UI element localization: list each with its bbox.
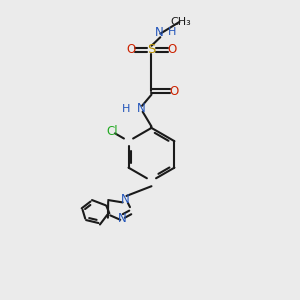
Text: N: N bbox=[118, 212, 127, 225]
Text: Cl: Cl bbox=[106, 125, 118, 138]
Text: H: H bbox=[122, 104, 130, 114]
Text: N: N bbox=[154, 26, 163, 39]
Text: O: O bbox=[169, 85, 178, 98]
Text: O: O bbox=[126, 44, 136, 56]
Text: O: O bbox=[167, 44, 177, 56]
Text: CH₃: CH₃ bbox=[170, 17, 191, 27]
Text: S: S bbox=[147, 44, 156, 56]
Text: N: N bbox=[137, 102, 146, 115]
Text: H: H bbox=[168, 27, 176, 37]
Text: N: N bbox=[121, 193, 129, 206]
